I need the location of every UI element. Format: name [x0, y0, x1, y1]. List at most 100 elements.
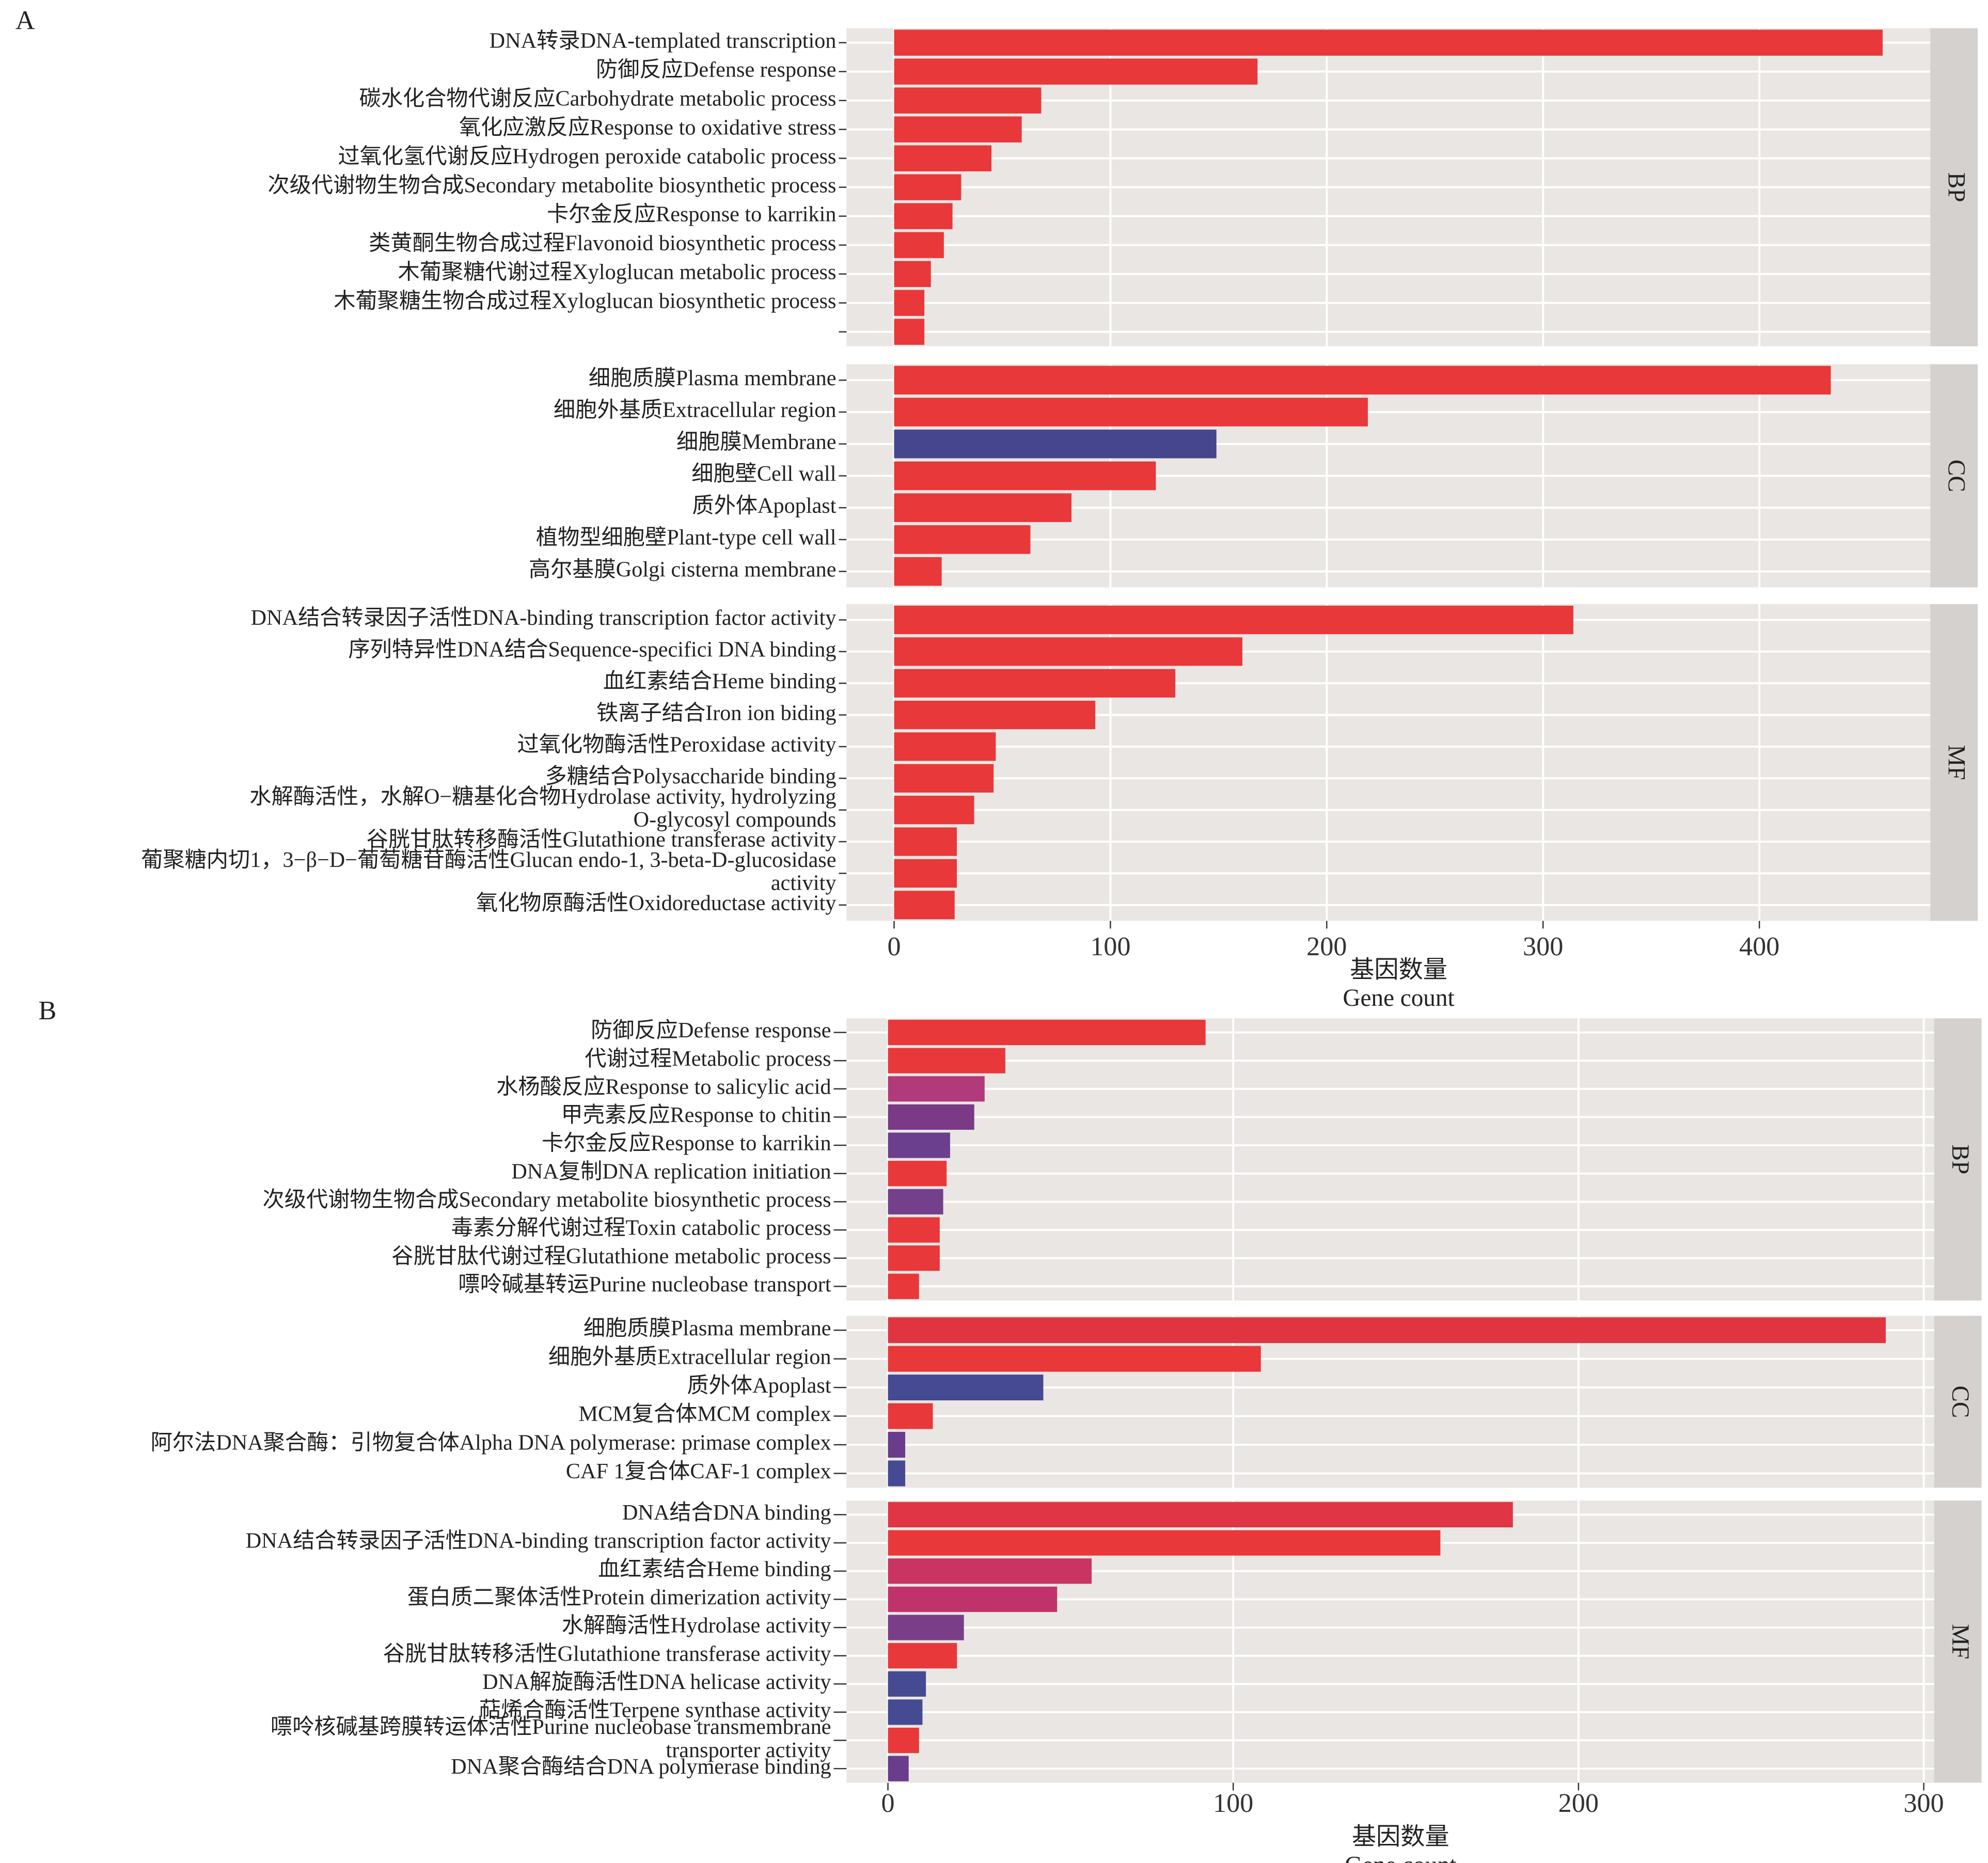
bar — [888, 1558, 1092, 1584]
y-tick-label: 过氧化氢代谢反应Hydrogen peroxide catabolic proc… — [338, 144, 837, 168]
y-tick-label: DNA结合转录因子活性DNA-binding transcription fac… — [251, 606, 837, 630]
bar — [894, 261, 931, 287]
bar — [894, 87, 1042, 114]
y-tick-label-line: O-glycosyl compounds — [634, 808, 837, 832]
y-tick-label: 过氧化物酶活性Peroxidase activity — [517, 733, 837, 757]
bar — [894, 605, 1573, 635]
x-tick-label: 400 — [1739, 932, 1779, 961]
strip — [1934, 1018, 1982, 1301]
bar — [894, 29, 1883, 56]
bar — [888, 1132, 950, 1158]
bar — [888, 1375, 1044, 1401]
bar — [888, 1586, 1058, 1612]
y-tick-label: 质外体Apoplast — [692, 494, 836, 518]
y-tick-label-line: 水解酶活性，水解O−糖基化合物Hydrolase activity, hydro… — [249, 784, 836, 809]
panel-background — [846, 1018, 1934, 1301]
x-tick-label: 0 — [881, 1789, 895, 1818]
strip-label: CC — [1947, 1385, 1974, 1418]
y-tick-label: 甲壳素反应Response to chitin — [561, 1103, 831, 1127]
y-tick-label-line: 嘌呤核碱基跨膜转运体活性Purine nucleobase transmembr… — [271, 1715, 831, 1739]
bar — [888, 1189, 943, 1214]
panel-background — [846, 1316, 1934, 1488]
y-tick-label: DNA结合DNA binding — [622, 1501, 831, 1525]
y-tick-label: 次级代谢物生物合成Secondary metabolite biosynthet… — [263, 1188, 831, 1212]
y-tick-label: DNA结合转录因子活性DNA-binding transcription fac… — [246, 1529, 831, 1553]
bar — [888, 1217, 940, 1243]
y-tick-label: DNA转录DNA-templated transcription — [490, 28, 837, 53]
x-tick-label: 300 — [1903, 1789, 1944, 1818]
x-tick-label: 100 — [1213, 1789, 1253, 1818]
bar — [888, 1245, 940, 1271]
x-axis-title: 基因数量 — [1350, 957, 1447, 984]
bar — [888, 1643, 957, 1669]
y-tick-label: 卡尔金反应Response to karrikin — [547, 202, 837, 226]
bar — [894, 557, 942, 586]
x-tick-label: 100 — [1090, 932, 1130, 961]
x-tick-label: 300 — [1523, 932, 1563, 961]
y-tick-label-line: 葡聚糖内切1，3−β−D−葡萄糖苷酶活性Glucan endo-1, 3-bet… — [141, 848, 836, 872]
bar — [888, 1161, 947, 1187]
x-tick-label: 200 — [1558, 1789, 1599, 1818]
y-tick-label: 细胞质膜Plasma membrane — [589, 366, 837, 390]
bar — [894, 366, 1831, 395]
strip-label: MF — [1947, 1624, 1974, 1659]
y-tick-label: CAF 1复合体CAF-1 complex — [566, 1459, 831, 1483]
bar — [894, 637, 1242, 666]
bar — [894, 796, 974, 825]
y-tick-label: 铁离子结合Iron ion biding — [596, 701, 836, 725]
y-tick-label: 嘌呤碱基转运Purine nucleobase transport — [458, 1272, 831, 1297]
y-tick-label: 水杨酸反应Response to salicylic acid — [496, 1075, 831, 1099]
y-tick-label: 蛋白质二聚体活性Protein dimerization activity — [407, 1585, 831, 1609]
panel-label: B — [39, 996, 57, 1025]
bar — [894, 145, 992, 171]
y-tick-label: 次级代谢物生物合成Secondary metabolite biosynthet… — [267, 173, 836, 197]
y-tick-label: 血红素结合Heme binding — [598, 1557, 831, 1581]
y-tick-label: MCM复合体MCM complex — [578, 1402, 831, 1426]
y-tick-label-line: activity — [771, 871, 837, 895]
bar — [894, 525, 1031, 554]
y-tick-label: 木葡聚糖代谢过程Xyloglucan metabolic process — [398, 260, 837, 284]
y-tick-label: 细胞质膜Plasma membrane — [583, 1316, 831, 1340]
bar — [894, 232, 944, 258]
bar — [894, 827, 957, 856]
bar — [888, 1530, 1441, 1556]
bar — [894, 700, 1096, 730]
bar — [894, 203, 953, 229]
y-tick-label: 氧化物原酶活性Oxidoreductase activity — [476, 891, 837, 915]
y-tick-label: 碳水化合物代谢反应Carbohydrate metabolic process — [359, 86, 837, 110]
y-tick-label: 谷胱甘肽代谢过程Glutathione metabolic process — [391, 1244, 831, 1268]
strip — [1930, 604, 1978, 921]
bar — [894, 398, 1368, 427]
x-tick-label: 0 — [887, 932, 901, 961]
y-tick-label: 高尔基膜Golgi cisterna membrane — [529, 557, 837, 581]
y-tick-label: 质外体Apoplast — [687, 1373, 831, 1398]
y-tick-label: DNA解旋酶活性DNA helicase activity — [482, 1670, 831, 1694]
y-tick-label: 萜烯合酶活性Terpene synthase activity — [479, 1698, 831, 1723]
strip — [1934, 1501, 1982, 1783]
y-tick-label: 防御反应Defense response — [596, 57, 836, 82]
y-tick-label: 类黄酮生物合成过程Flavonoid biosynthetic process — [369, 231, 836, 255]
bar — [894, 319, 925, 345]
y-tick-label: 细胞外基质Extracellular region — [548, 1345, 831, 1369]
bar — [894, 290, 925, 316]
y-tick-label: 水解酶活性Hydrolase activity — [562, 1614, 831, 1638]
bar — [888, 1273, 919, 1299]
y-tick-label: 水解酶活性，水解O−糖基化合物Hydrolase activity, hydro… — [249, 784, 836, 832]
y-tick-label: 木葡聚糖生物合成过程Xyloglucan biosynthetic proces… — [334, 289, 836, 313]
bar — [894, 669, 1176, 698]
bar — [894, 764, 994, 793]
y-tick-label: 血红素结合Heme binding — [603, 669, 836, 693]
y-tick-label: 细胞外基质Extracellular region — [554, 398, 837, 422]
bar — [888, 1019, 1206, 1046]
bar — [888, 1699, 923, 1725]
bar — [888, 1317, 1886, 1344]
strip-label: BP — [1943, 172, 1969, 202]
bar — [888, 1048, 1005, 1073]
bar — [888, 1671, 926, 1697]
strip-label: MF — [1943, 745, 1969, 780]
bar — [894, 58, 1258, 85]
bar — [888, 1104, 974, 1130]
bar — [894, 493, 1072, 523]
bar — [888, 1403, 933, 1429]
